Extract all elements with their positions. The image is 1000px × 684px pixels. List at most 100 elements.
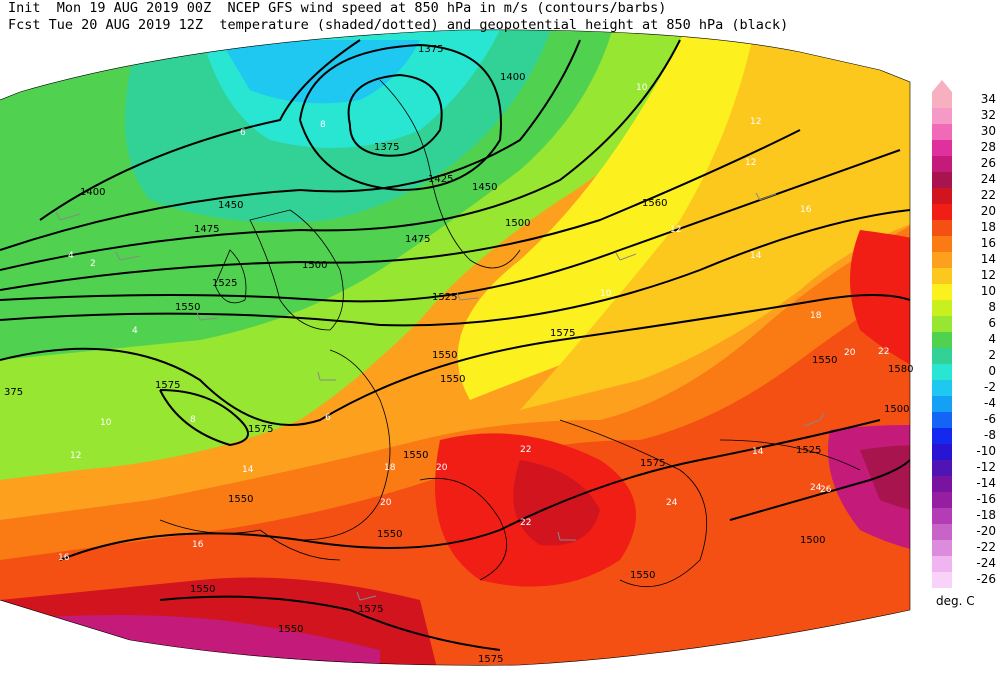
legend-swatch [932, 476, 952, 492]
temperature-label: 12 [745, 158, 756, 168]
legend-label: 8 [952, 300, 996, 314]
height-label: 1375 [418, 44, 443, 55]
height-label: 1560 [642, 198, 667, 209]
legend-label: -22 [952, 540, 996, 554]
temperature-label: 12 [670, 225, 681, 235]
legend-label: 14 [952, 252, 996, 266]
legend-label: -24 [952, 556, 996, 570]
legend-swatch [932, 156, 952, 172]
height-label: 1375 [374, 142, 399, 153]
height-label: 1475 [405, 234, 430, 245]
temperature-label: 18 [384, 463, 396, 473]
legend-swatch [932, 460, 952, 476]
height-label: 1450 [218, 200, 243, 211]
height-label: 1550 [228, 494, 253, 505]
legend-label: -4 [952, 396, 996, 410]
height-label: 1500 [800, 535, 825, 546]
legend-swatch [932, 380, 952, 396]
height-label: 1425 [428, 174, 453, 185]
temperature-label: 14 [242, 465, 254, 475]
legend-swatch [932, 172, 952, 188]
temperature-label: 20 [380, 498, 392, 508]
temperature-label: 10 [100, 418, 112, 428]
legend-swatch [932, 300, 952, 316]
legend-swatch [932, 572, 952, 588]
legend-swatch [932, 252, 952, 268]
temperature-label: 14 [750, 251, 762, 261]
height-label: 1475 [194, 224, 219, 235]
temperature-label: 12 [70, 451, 81, 461]
height-label: 1500 [505, 218, 530, 229]
legend-units: deg. C [936, 594, 975, 608]
temperature-label: 6 [325, 413, 331, 423]
legend-swatch [932, 556, 952, 572]
legend-label: 4 [952, 332, 996, 346]
legend-label: -10 [952, 444, 996, 458]
temperature-label: 26 [820, 485, 832, 495]
temperature-label: 8 [320, 120, 326, 130]
legend-swatch [932, 316, 952, 332]
legend-swatch [932, 332, 952, 348]
legend-swatch [932, 140, 952, 156]
legend-swatch [932, 188, 952, 204]
legend-swatch [932, 92, 952, 108]
height-label: 1575 [155, 380, 180, 391]
temperature-label: 6 [240, 128, 246, 138]
temperature-label: 20 [436, 463, 448, 473]
legend-label: 12 [952, 268, 996, 282]
height-label: 1550 [403, 450, 428, 461]
temperature-label: 18 [810, 311, 822, 321]
legend-swatch [932, 524, 952, 540]
temperature-label: 20 [844, 348, 856, 358]
height-label: 1550 [377, 529, 402, 540]
height-label: 1575 [358, 604, 383, 615]
temperature-label: 24 [810, 483, 822, 493]
height-label: 1525 [212, 278, 237, 289]
legend-label: 2 [952, 348, 996, 362]
height-label: 1575 [478, 654, 503, 665]
height-label: 1575 [640, 458, 665, 469]
legend-label: -26 [952, 572, 996, 586]
temperature-legend: 34 32 30 28 26 24 22 20 18 16 14 12 10 8 6 4 2 0 -2 -4 -6 -8-… [928, 86, 1000, 626]
temperature-label: 16 [58, 553, 70, 563]
height-label: 1550 [432, 350, 457, 361]
legend-swatch [932, 268, 952, 284]
forecast-time: Fcst Tue 20 AUG 2019 12Z [8, 17, 203, 33]
height-label: 375 [4, 387, 23, 398]
height-label: 1575 [550, 328, 575, 339]
temperature-label: 16 [192, 540, 204, 550]
legend-label: 24 [952, 172, 996, 186]
legend-swatch [932, 444, 952, 460]
legend-swatch [932, 220, 952, 236]
temperature-label: 10 [600, 289, 612, 299]
temperature-label: 16 [800, 205, 812, 215]
title-line1: NCEP GFS wind speed at 850 hPa in m/s (c… [227, 0, 666, 16]
height-label: 1580 [888, 364, 913, 375]
legend-swatch [932, 364, 952, 380]
legend-swatch [932, 284, 952, 300]
height-label: 1500 [302, 260, 327, 271]
temperature-label: 10 [636, 83, 648, 93]
height-label: 1450 [472, 182, 497, 193]
legend-label: 34 [952, 92, 996, 106]
height-label: 1525 [432, 292, 457, 303]
legend-swatch [932, 204, 952, 220]
legend-label: -6 [952, 412, 996, 426]
legend-swatch [932, 508, 952, 524]
legend-swatch [932, 124, 952, 140]
legend-label: 30 [952, 124, 996, 138]
height-label: 1400 [80, 187, 105, 198]
legend-label: -16 [952, 492, 996, 506]
height-label: 1550 [812, 355, 837, 366]
legend-label: 16 [952, 236, 996, 250]
temperature-label: 4 [132, 326, 138, 336]
height-label: 1500 [884, 404, 909, 415]
legend-label: 18 [952, 220, 996, 234]
temperature-label: 2 [90, 259, 96, 269]
height-label: 1575 [248, 424, 273, 435]
legend-swatch [932, 396, 952, 412]
temperature-label: 4 [68, 251, 74, 261]
height-label: 1550 [630, 570, 655, 581]
legend-label: -12 [952, 460, 996, 474]
